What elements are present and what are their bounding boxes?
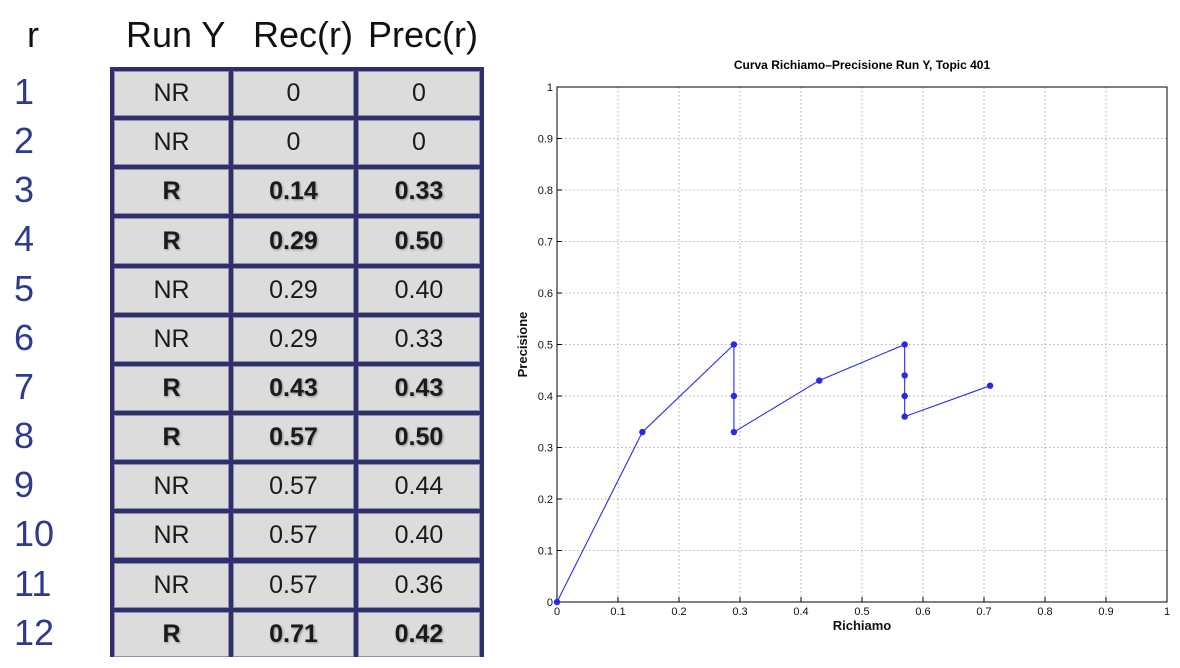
data-point bbox=[901, 372, 908, 379]
rank-number: 4 bbox=[14, 218, 35, 260]
recall-cell: 0 bbox=[233, 71, 354, 117]
y-tick-label: 0.5 bbox=[538, 340, 553, 352]
x-tick-label: 0.9 bbox=[1098, 606, 1113, 618]
data-point bbox=[901, 341, 908, 348]
precision-cell: 0.36 bbox=[358, 562, 480, 608]
x-tick-label: 0.6 bbox=[915, 606, 930, 618]
recall-cell: 0.57 bbox=[233, 513, 354, 559]
rank-number: 1 bbox=[14, 71, 35, 112]
x-tick-label: 0.3 bbox=[732, 606, 747, 618]
x-tick-label: 1 bbox=[1164, 606, 1170, 618]
precision-cell: 0.33 bbox=[358, 169, 480, 215]
x-tick-label: 0.2 bbox=[671, 606, 686, 618]
precision-cell: 0.33 bbox=[358, 316, 480, 362]
recall-cell: 0.29 bbox=[233, 218, 354, 264]
judgement-cell: R bbox=[114, 365, 229, 412]
data-point bbox=[639, 428, 646, 436]
precision-cell: 0.50 bbox=[358, 415, 480, 461]
precision-cell: 0.44 bbox=[358, 464, 480, 510]
rank-number: 7 bbox=[14, 365, 35, 407]
x-axis-label: Richiamo bbox=[833, 618, 892, 633]
data-point bbox=[730, 341, 738, 348]
y-tick-label: 0.9 bbox=[538, 134, 553, 146]
recall-cell: 0.43 bbox=[233, 365, 354, 412]
judgement-cell: NR bbox=[114, 120, 229, 166]
judgement-cell: NR bbox=[114, 71, 229, 117]
data-point bbox=[901, 413, 908, 420]
y-tick-label: 0.2 bbox=[538, 494, 553, 506]
x-tick-label: 0.7 bbox=[976, 606, 991, 618]
data-point bbox=[730, 392, 738, 400]
y-tick-label: 0.3 bbox=[538, 443, 553, 455]
y-axis-label: Precisione bbox=[515, 312, 530, 378]
precision-cell: 0 bbox=[358, 71, 480, 117]
y-tick-label: 0.8 bbox=[538, 185, 553, 197]
rank-number: 6 bbox=[14, 316, 35, 358]
rank-number: 12 bbox=[14, 611, 55, 653]
y-tick-label: 1 bbox=[547, 82, 553, 94]
judgement-cell: NR bbox=[114, 464, 229, 510]
data-point bbox=[553, 598, 561, 606]
judgement-cell: NR bbox=[114, 562, 229, 608]
judgement-cell: NR bbox=[114, 267, 229, 313]
precision-cell: 0.40 bbox=[358, 513, 480, 559]
data-point bbox=[986, 382, 994, 389]
header-prec: Prec(r) bbox=[368, 14, 478, 55]
judgement-cell: R bbox=[114, 218, 229, 264]
data-point bbox=[816, 377, 823, 384]
rank-number: 10 bbox=[14, 513, 55, 555]
rank-number: 5 bbox=[14, 267, 35, 309]
recall-cell: 0.57 bbox=[233, 562, 354, 608]
y-tick-label: 0 bbox=[547, 597, 553, 609]
y-tick-label: 0.1 bbox=[538, 546, 553, 558]
recall-cell: 0.29 bbox=[233, 267, 354, 313]
precision-cell: 0 bbox=[358, 120, 480, 166]
header-run-y: Run Y bbox=[126, 14, 226, 55]
precision-cell: 0.42 bbox=[358, 611, 480, 657]
precision-cell: 0.50 bbox=[358, 218, 480, 264]
x-tick-label: 0.4 bbox=[793, 606, 808, 618]
rank-number: 9 bbox=[14, 464, 35, 506]
chart-title: Curva Richiamo–Precisione Run Y, Topic 4… bbox=[734, 58, 991, 72]
y-tick-label: 0.7 bbox=[538, 237, 553, 249]
judgement-cell: R bbox=[114, 611, 229, 657]
judgement-cell: R bbox=[114, 169, 229, 215]
judgement-cell: R bbox=[114, 415, 229, 461]
x-tick-label: 0.5 bbox=[854, 606, 869, 618]
data-point bbox=[901, 392, 908, 400]
header-r: r bbox=[27, 14, 39, 55]
judgement-cell: NR bbox=[114, 316, 229, 362]
x-tick-label: 0.1 bbox=[610, 606, 625, 618]
data-point bbox=[730, 428, 738, 436]
precision-cell: 0.43 bbox=[358, 365, 480, 412]
results-table: NR 0 0 NR 0 0 R 0.14 0.33 R 0.29 0.50 NR 0.29 0.40 NR 0.… bbox=[110, 67, 484, 657]
recall-cell: 0.29 bbox=[233, 316, 354, 362]
rank-number: 11 bbox=[14, 562, 52, 604]
rank-number: 8 bbox=[14, 415, 35, 457]
recall-cell: 0.57 bbox=[233, 415, 354, 461]
recall-cell: 0.57 bbox=[233, 464, 354, 510]
x-tick-label: 0 bbox=[554, 606, 560, 618]
rank-number: 3 bbox=[14, 169, 35, 211]
precision-cell: 0.40 bbox=[358, 267, 480, 313]
recall-cell: 0.71 bbox=[233, 611, 354, 657]
recall-cell: 0.14 bbox=[233, 169, 354, 215]
x-tick-label: 0.8 bbox=[1037, 606, 1052, 618]
judgement-cell: NR bbox=[114, 513, 229, 559]
header-rec: Rec(r) bbox=[253, 14, 353, 55]
y-tick-label: 0.4 bbox=[538, 391, 553, 403]
rank-number: 2 bbox=[14, 120, 35, 162]
recall-cell: 0 bbox=[233, 120, 354, 166]
y-tick-label: 0.6 bbox=[538, 288, 553, 300]
recall-precision-chart: 0 0.1 0.2 0.3 0.4 0.5 0.6 0.7 0.8 0.9 1 0 0.1 0.2 0.3 0… bbox=[515, 58, 1170, 633]
